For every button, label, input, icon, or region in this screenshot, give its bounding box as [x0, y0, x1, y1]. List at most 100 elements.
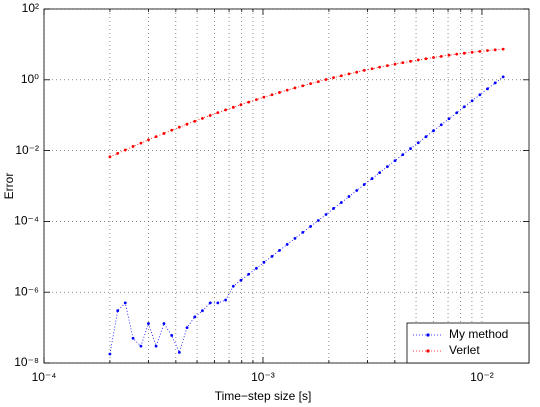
point	[208, 301, 212, 305]
point	[416, 141, 420, 145]
point	[193, 119, 197, 123]
point	[439, 123, 443, 127]
point	[224, 298, 227, 302]
point	[324, 78, 328, 81]
y-axis-label: Error	[2, 173, 16, 200]
point	[378, 171, 382, 175]
point	[216, 301, 220, 305]
point	[147, 138, 150, 142]
point	[455, 52, 459, 56]
point	[278, 248, 281, 252]
point	[393, 62, 397, 66]
point	[470, 99, 474, 103]
point	[386, 165, 389, 169]
point	[355, 189, 359, 192]
point	[262, 95, 266, 99]
point	[262, 260, 266, 264]
point	[501, 47, 505, 51]
point	[462, 51, 466, 55]
legend-marker	[426, 349, 430, 353]
point	[432, 56, 435, 59]
point	[177, 125, 181, 129]
point	[309, 82, 313, 86]
point	[154, 344, 158, 348]
point	[462, 105, 466, 109]
point	[447, 117, 451, 121]
point	[378, 65, 382, 69]
y-tick-label: 10⁻⁶	[14, 284, 39, 298]
point	[239, 278, 243, 282]
point	[486, 87, 489, 91]
point	[447, 53, 451, 57]
point	[370, 177, 374, 180]
point	[170, 334, 174, 337]
point	[270, 254, 274, 258]
legend-label: My method	[449, 327, 508, 341]
point	[231, 105, 235, 109]
point	[401, 61, 405, 65]
point	[424, 57, 428, 61]
point	[293, 86, 297, 90]
point	[393, 159, 397, 163]
x-tick-label: 10⁻³	[251, 370, 275, 384]
point	[147, 322, 150, 325]
point	[123, 301, 127, 305]
y-tick-label: 10⁻⁸	[14, 355, 39, 369]
point	[486, 49, 489, 52]
x-tick-label: 10⁻⁴	[32, 370, 57, 384]
point	[355, 70, 359, 74]
point	[493, 81, 497, 85]
point	[239, 103, 243, 107]
point	[208, 114, 212, 117]
point	[201, 116, 204, 120]
point	[493, 48, 497, 52]
point	[231, 284, 235, 288]
point	[439, 54, 443, 58]
legend-label: Verlet	[449, 343, 480, 357]
point	[254, 98, 258, 101]
point	[131, 145, 135, 148]
point	[432, 129, 435, 133]
point	[193, 315, 197, 319]
point	[224, 108, 227, 112]
point	[478, 93, 482, 97]
point	[455, 111, 459, 115]
point	[301, 84, 305, 88]
point	[116, 309, 120, 313]
point	[177, 350, 181, 354]
point	[108, 155, 112, 159]
y-tick-label: 10²	[22, 1, 39, 15]
point	[339, 201, 343, 204]
point	[247, 100, 251, 104]
point	[301, 230, 305, 234]
point	[162, 132, 166, 135]
point	[285, 88, 289, 92]
point	[409, 59, 412, 63]
point	[316, 80, 320, 84]
point	[501, 75, 505, 79]
point	[139, 344, 143, 348]
point	[347, 72, 351, 76]
point	[316, 219, 320, 222]
point	[162, 322, 166, 325]
point	[309, 225, 313, 228]
point	[278, 91, 281, 94]
point	[254, 266, 258, 270]
point	[370, 67, 374, 71]
point	[201, 309, 204, 313]
point	[285, 243, 289, 246]
point	[362, 183, 366, 186]
point	[185, 326, 189, 329]
point	[416, 58, 420, 62]
point	[108, 352, 112, 356]
point	[478, 50, 482, 53]
point	[339, 74, 343, 78]
point	[170, 128, 174, 132]
x-axis-label: Time−step size [s]	[215, 389, 312, 403]
point	[409, 147, 412, 150]
point	[131, 336, 135, 340]
point	[270, 93, 274, 97]
point	[123, 148, 127, 152]
plot-frame	[43, 8, 530, 364]
